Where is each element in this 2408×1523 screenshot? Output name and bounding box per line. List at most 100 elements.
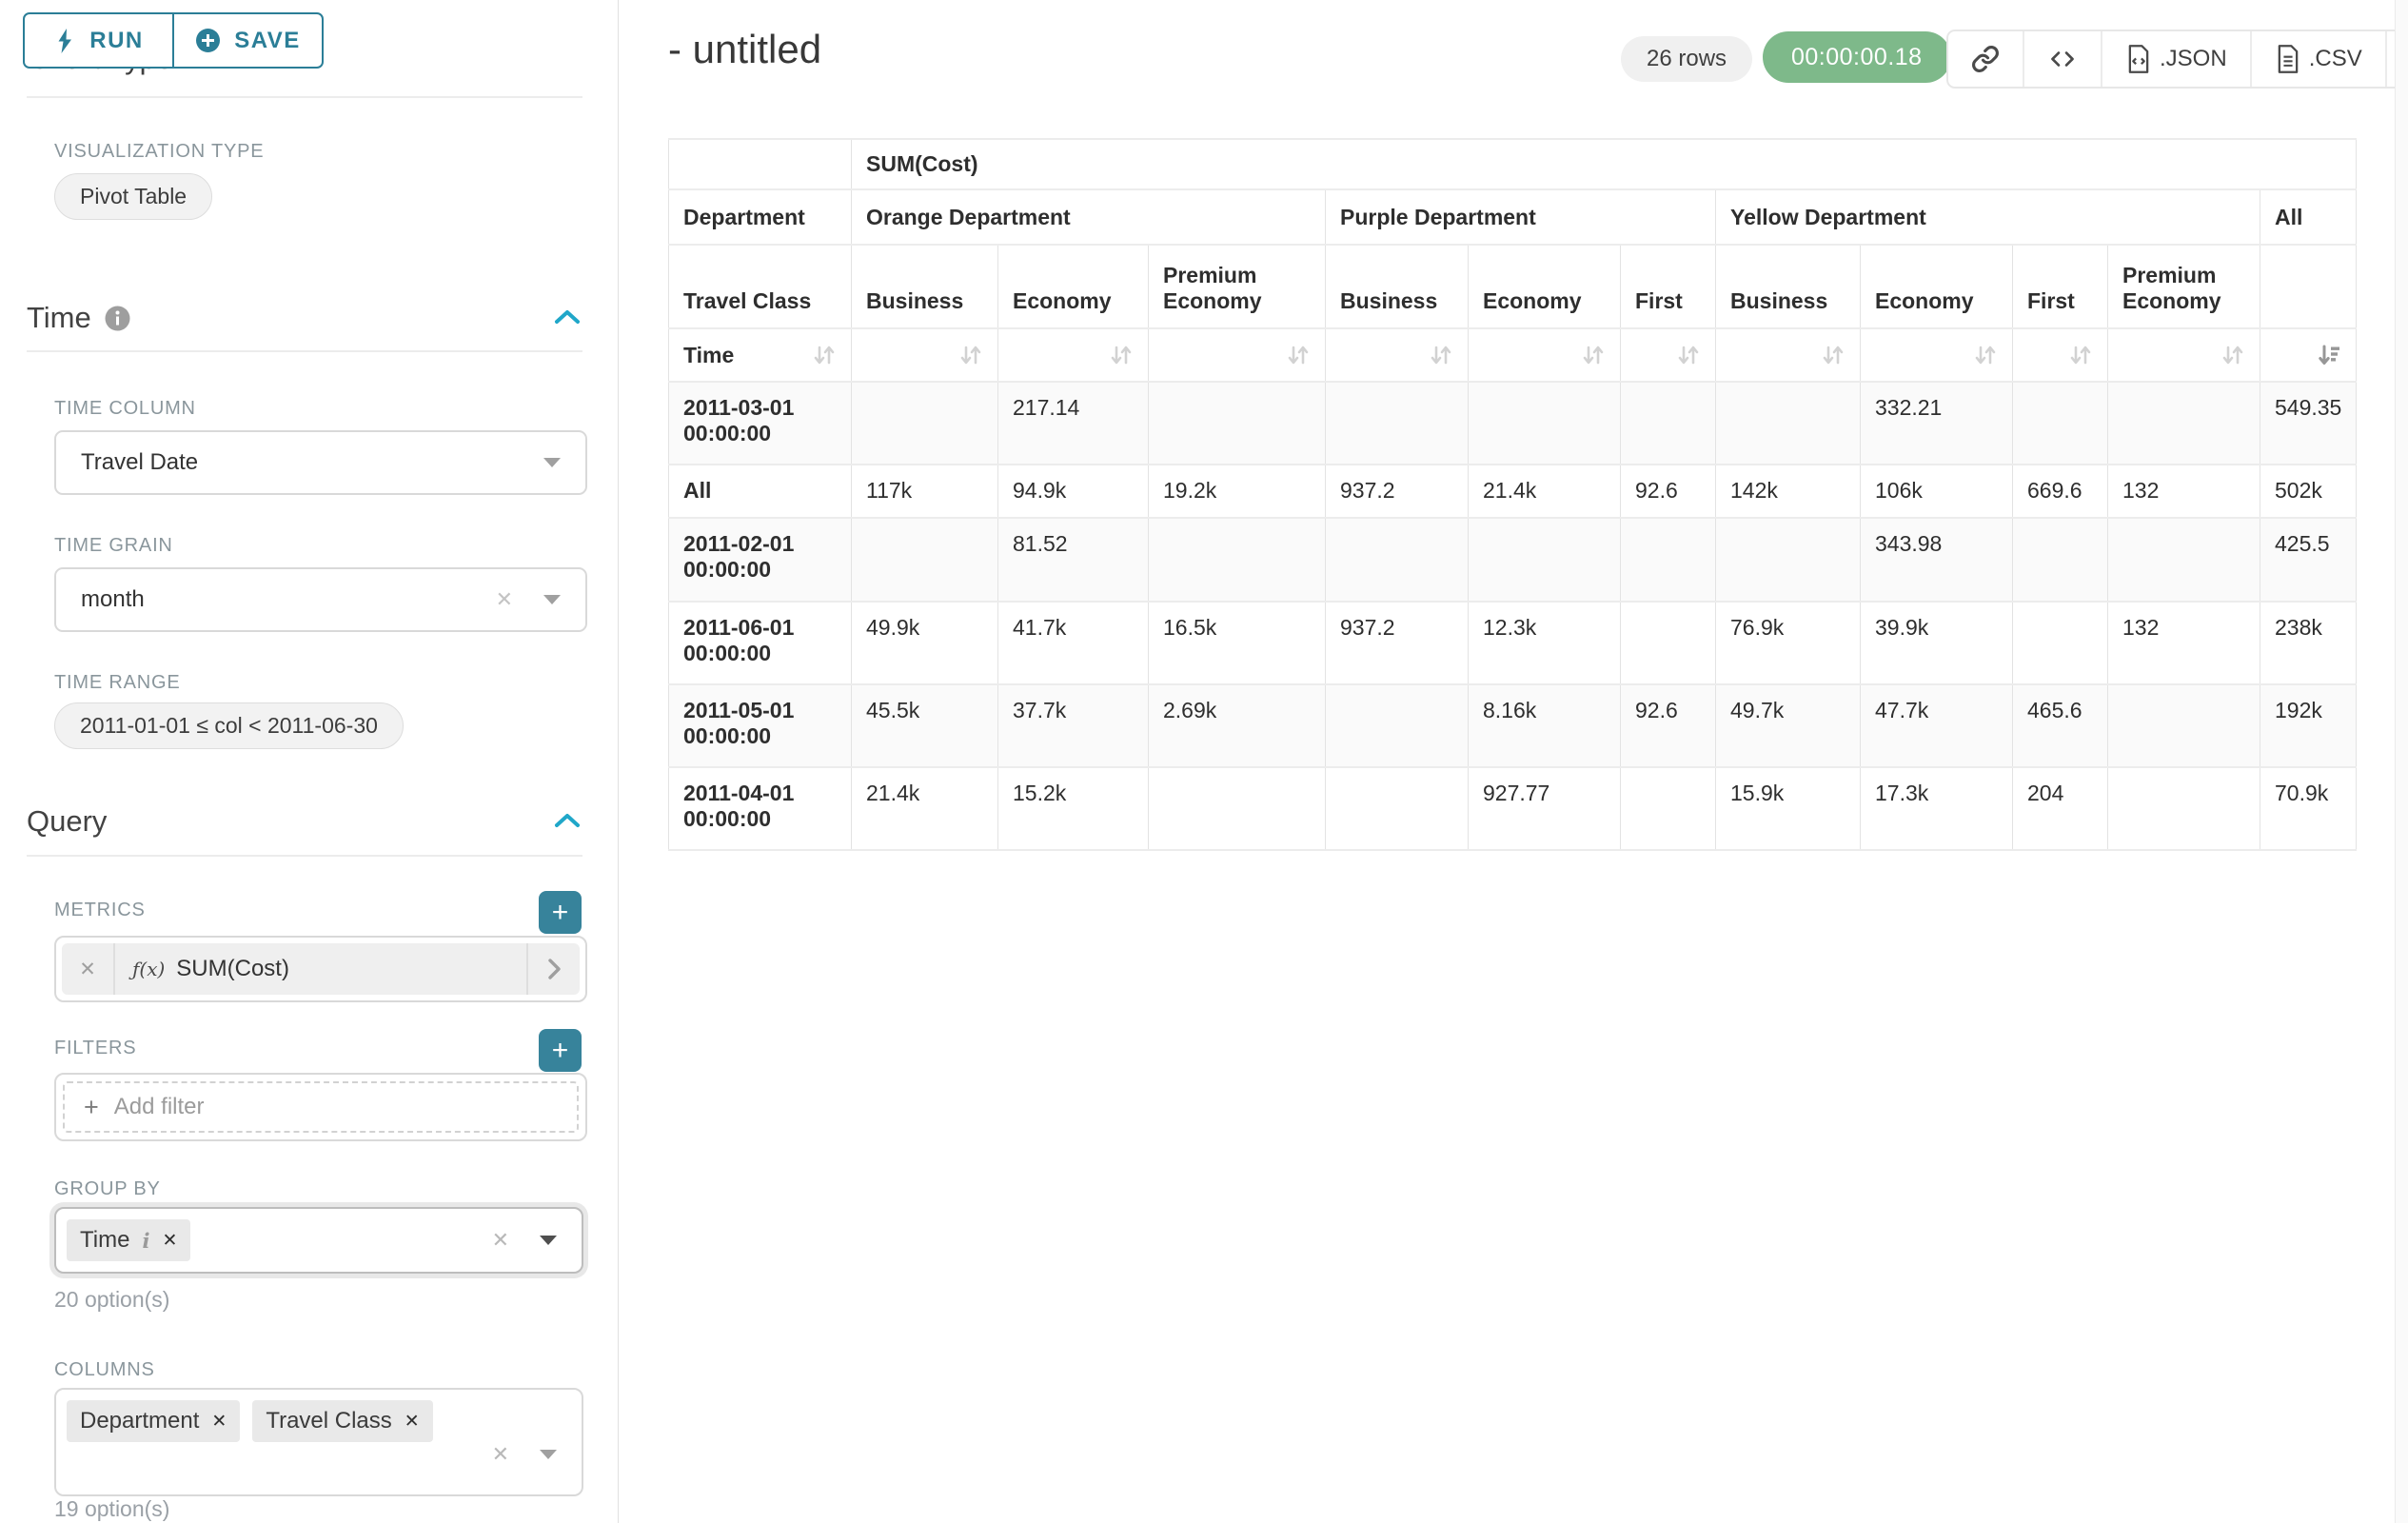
tag-remove-icon[interactable]: ✕: [162, 1230, 178, 1251]
group-by-label: GROUP BY: [54, 1178, 161, 1199]
travel-class-header[interactable]: Premium Economy: [2107, 245, 2260, 329]
value-cell: [2012, 518, 2108, 603]
info-circle-icon[interactable]: [105, 306, 130, 331]
chevron-up-icon[interactable]: [552, 810, 582, 831]
travel-class-header[interactable]: First: [1620, 245, 1716, 329]
visualization-type-pill[interactable]: Pivot Table: [54, 173, 213, 220]
columns-select[interactable]: Department ✕ Travel Class ✕ ✕: [54, 1388, 583, 1496]
caret-down-icon: [538, 1448, 559, 1461]
metric-pill[interactable]: ✕ ƒ(x) SUM(Cost): [62, 943, 580, 995]
sort-icon[interactable]: [2068, 343, 2093, 367]
clear-icon[interactable]: ✕: [491, 1442, 509, 1466]
value-cell: 117k: [851, 465, 998, 519]
sort-time-column[interactable]: Time: [668, 328, 852, 383]
sort-icon[interactable]: [1581, 343, 1606, 367]
travel-class-header[interactable]: Premium Economy: [1148, 245, 1326, 329]
travel-class-header[interactable]: First: [2012, 245, 2108, 329]
sort-column[interactable]: [851, 328, 998, 383]
sort-column[interactable]: [1468, 328, 1621, 383]
group-by-tag-time[interactable]: Time i ✕: [67, 1219, 191, 1261]
add-metric-button[interactable]: +: [539, 891, 582, 934]
sort-descending-icon[interactable]: [2317, 343, 2341, 367]
value-cell: 49.7k: [1715, 684, 1861, 768]
metric-header: SUM(Cost): [850, 139, 2358, 190]
sort-icon[interactable]: [1109, 343, 1134, 367]
clear-icon[interactable]: ✕: [495, 587, 513, 611]
sort-icon[interactable]: [958, 343, 983, 367]
department-group-header[interactable]: Orange Department: [851, 189, 1326, 246]
table-row: 2011-03-01 00:00:00 217.14 332.21 549.35: [668, 382, 2358, 465]
sort-icon[interactable]: [1429, 343, 1453, 367]
sort-column[interactable]: [1148, 328, 1326, 383]
caret-down-icon: [542, 456, 563, 469]
travel-class-header[interactable]: Business: [1325, 245, 1469, 329]
run-button-label: RUN: [89, 27, 144, 53]
tag-remove-icon[interactable]: ✕: [404, 1411, 420, 1432]
sort-column[interactable]: [2107, 328, 2260, 383]
csv-file-icon: [2275, 44, 2301, 74]
travel-class-header[interactable]: Economy: [997, 245, 1149, 329]
sort-column[interactable]: [1620, 328, 1716, 383]
travel-class-header[interactable]: Business: [851, 245, 998, 329]
value-cell: 669.6: [2012, 465, 2108, 519]
copy-link-button[interactable]: [1948, 31, 2023, 87]
row-count-badge: 26 rows: [1621, 36, 1753, 82]
sort-icon[interactable]: [2220, 343, 2245, 367]
column-info-icon[interactable]: i: [142, 1228, 150, 1253]
value-cell: [1148, 382, 1326, 465]
more-menu-button[interactable]: [2384, 31, 2408, 87]
department-group-header[interactable]: Purple Department: [1325, 189, 1716, 246]
columns-tag-travel-class[interactable]: Travel Class ✕: [252, 1400, 433, 1442]
sort-column[interactable]: [997, 328, 1149, 383]
clear-icon[interactable]: ✕: [491, 1228, 509, 1252]
sort-column[interactable]: [2012, 328, 2108, 383]
all-column-subheader: [2259, 245, 2358, 329]
sort-column[interactable]: [1860, 328, 2013, 383]
metrics-container: ✕ ƒ(x) SUM(Cost): [54, 936, 587, 1002]
time-grain-select[interactable]: month ✕: [54, 567, 587, 632]
value-cell: 192k: [2259, 684, 2358, 768]
group-by-select[interactable]: Time i ✕ ✕: [54, 1207, 583, 1274]
time-section-title-text: Time: [27, 301, 91, 334]
tag-remove-icon[interactable]: ✕: [211, 1411, 227, 1432]
travel-class-header[interactable]: Economy: [1468, 245, 1621, 329]
time-range-pill[interactable]: 2011-01-01 ≤ col < 2011-06-30: [54, 702, 404, 749]
value-cell: [1620, 382, 1716, 465]
download-csv-button[interactable]: .CSV: [2249, 31, 2385, 87]
travel-class-header[interactable]: Economy: [1860, 245, 2013, 329]
add-filter-plus-button[interactable]: +: [539, 1029, 582, 1072]
travel-class-header[interactable]: Business: [1715, 245, 1861, 329]
time-grain-label: TIME GRAIN: [54, 535, 173, 556]
view-query-button[interactable]: [2023, 31, 2101, 87]
table-row: All 117k 94.9k 19.2k 937.2 21.4k 92.6 142k 106k 6…: [668, 465, 2358, 519]
chevron-up-icon[interactable]: [552, 307, 582, 327]
sort-icon[interactable]: [1973, 343, 1998, 367]
save-button[interactable]: SAVE: [172, 14, 322, 67]
value-cell: [2107, 382, 2260, 465]
sort-column[interactable]: [1715, 328, 1861, 383]
department-group-header[interactable]: Yellow Department: [1715, 189, 2260, 246]
value-cell: [1325, 382, 1469, 465]
sort-icon[interactable]: [812, 343, 837, 367]
chart-title[interactable]: - untitled: [668, 27, 822, 71]
columns-tag-department[interactable]: Department ✕: [67, 1400, 241, 1442]
chart-control-sidebar: Chart Type RUN SAVE VISUALIZATION TYPE P…: [0, 0, 619, 1523]
add-filter-button[interactable]: + Add filter: [63, 1081, 579, 1133]
sort-icon[interactable]: [1676, 343, 1701, 367]
sort-icon[interactable]: [1821, 343, 1845, 367]
value-cell: 132: [2107, 602, 2260, 685]
close-icon: ✕: [79, 958, 96, 980]
sort-all-column[interactable]: [2259, 328, 2358, 383]
run-button[interactable]: RUN: [25, 14, 172, 67]
columns-tags: Department ✕ Travel Class ✕: [67, 1400, 433, 1442]
sort-icon[interactable]: [1286, 343, 1311, 367]
download-json-button[interactable]: .JSON: [2101, 31, 2250, 87]
time-axis-label: Time: [683, 342, 735, 367]
page-scrollbar[interactable]: [2395, 0, 2408, 1523]
time-column-select[interactable]: Travel Date: [54, 430, 587, 495]
plus-icon: +: [551, 896, 569, 928]
sort-column[interactable]: [1325, 328, 1469, 383]
metric-main[interactable]: ƒ(x) SUM(Cost): [115, 943, 526, 995]
remove-metric-button[interactable]: ✕: [62, 943, 115, 995]
expand-metric-button[interactable]: [526, 943, 580, 995]
